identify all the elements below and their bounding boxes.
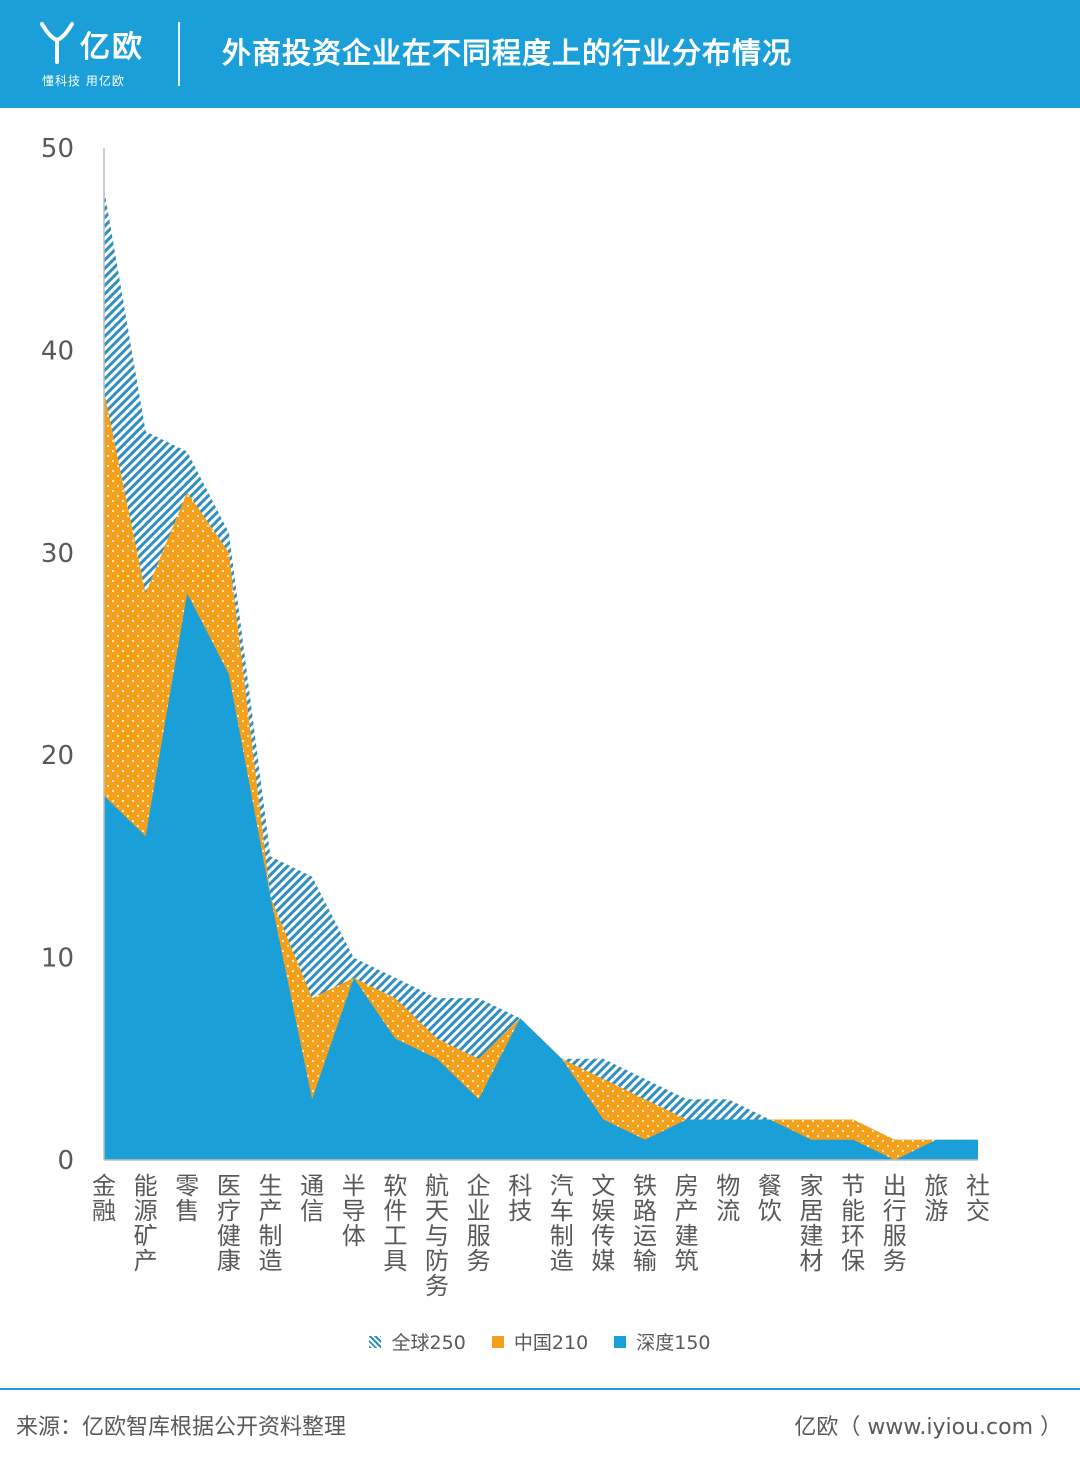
y-tick-label: 0 (57, 1146, 74, 1176)
legend-swatch-depth (614, 1335, 627, 1348)
logo-tagline: 懂科技 用亿欧 (42, 74, 125, 88)
y-tick-label: 10 (41, 944, 74, 974)
page-title: 外商投资企业在不同程度上的行业分布情况 (222, 36, 793, 70)
header-divider (178, 22, 180, 86)
legend-item-china: 中国210 (491, 1328, 589, 1355)
x-tick-label: 旅游 (924, 1172, 948, 1225)
y-tick-label: 50 (41, 134, 74, 164)
x-tick-label: 生产制造 (258, 1172, 282, 1275)
logo-mark-icon (40, 22, 74, 64)
area-series-depth (104, 593, 978, 1160)
x-tick-label: 物流 (716, 1172, 740, 1225)
area-series-global (104, 188, 978, 1160)
x-tick-label: 房产建筑 (675, 1172, 699, 1275)
footer-divider (0, 1388, 1080, 1390)
y-tick-label: 40 (41, 336, 74, 366)
legend-label-global: 全球250 (391, 1332, 466, 1354)
legend-label-depth: 深度150 (636, 1332, 711, 1354)
y-tick-label: 20 (41, 741, 74, 771)
x-tick-label: 能源矿产 (134, 1172, 158, 1275)
x-tick-label: 铁路运输 (633, 1172, 657, 1275)
x-tick-label: 金融 (92, 1172, 116, 1225)
x-tick-label: 零售 (175, 1172, 199, 1225)
x-tick-label: 社交 (966, 1172, 990, 1225)
x-tick-label: 企业服务 (467, 1172, 491, 1275)
y-tick-label: 30 (41, 539, 74, 569)
area-chart: 0 10 20 30 40 50 金融能源矿产零售医疗健康生产制造通信半导体软件工具航天与… (41, 134, 990, 1300)
legend-swatch-global (369, 1335, 382, 1348)
legend: 全球250 中国210 深度150 (0, 1328, 1080, 1355)
legend-label-china: 中国210 (513, 1332, 589, 1354)
header-bar: 亿欧 懂科技 用亿欧 外商投资企业在不同程度上的行业分布情况 (0, 0, 1080, 108)
x-tick-label: 科技 (508, 1172, 532, 1225)
site-credit: 亿欧（ www.iyiou.com ） (794, 1415, 1062, 1440)
x-tick-label: 出行服务 (883, 1172, 907, 1275)
x-tick-label: 节能环保 (841, 1172, 865, 1275)
legend-swatch-china (491, 1335, 504, 1348)
x-tick-label: 医疗健康 (217, 1172, 241, 1275)
x-tick-label: 通信 (300, 1172, 324, 1225)
logo: 亿欧 懂科技 用亿欧 (40, 18, 160, 90)
x-tick-label: 航天与防务 (425, 1172, 449, 1300)
x-tick-label: 餐饮 (758, 1172, 782, 1225)
legend-item-global: 全球250 (369, 1328, 466, 1355)
logo-name: 亿欧 (80, 30, 144, 65)
x-tick-label: 半导体 (342, 1172, 366, 1250)
x-tick-label: 文娱传媒 (591, 1172, 615, 1275)
x-tick-label: 软件工具 (383, 1172, 407, 1275)
x-tick-label: 家居建材 (800, 1172, 824, 1275)
legend-item-depth: 深度150 (614, 1328, 711, 1355)
x-tick-label: 汽车制造 (550, 1172, 574, 1275)
source-note: 来源：亿欧智库根据公开资料整理 (16, 1415, 347, 1440)
